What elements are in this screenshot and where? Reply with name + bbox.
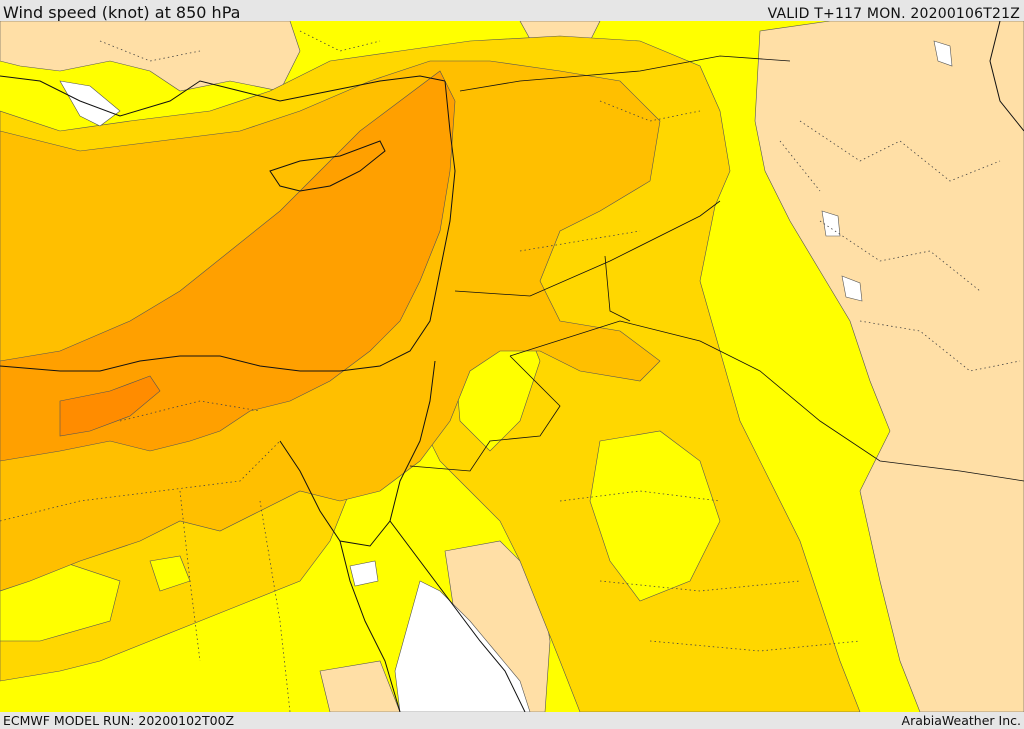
- field-low-east: [754, 21, 1024, 712]
- admin-borders-saudi: [519, 230, 861, 652]
- header-bar: Wind speed (knot) at 850 hPa VALID T+117…: [0, 0, 1024, 22]
- field-lowest-ne: [933, 40, 953, 67]
- coastline-turkey: [0, 75, 446, 117]
- field-moderate-patch1: [589, 430, 721, 602]
- coastline-cyprus: [269, 140, 386, 192]
- border-saudi-iraq: [509, 320, 1024, 482]
- field-lowest-aegean: [59, 80, 121, 127]
- admin-borders-egypt: [0, 400, 291, 712]
- coastline-redsea-east: [389, 520, 526, 712]
- valid-time: VALID T+117 MON. 20200106T21Z: [767, 6, 1020, 22]
- admin-borders-turkey: [99, 30, 701, 122]
- border-jordan-iraq: [454, 200, 721, 297]
- coastline-suez: [279, 360, 436, 547]
- coastline-redsea-west: [339, 540, 401, 712]
- field-extreme: [59, 375, 161, 437]
- field-lowest-sinai: [349, 560, 379, 587]
- model-run-label: ECMWF MODEL RUN: 20200102T00Z: [3, 713, 235, 728]
- coastline-gulf: [989, 21, 1024, 132]
- field-lowest-lake1: [821, 210, 841, 237]
- border-syria-jordan: [604, 255, 631, 322]
- field-very-strong: [0, 70, 456, 462]
- map-canvas: [0, 21, 1024, 712]
- border-turkey-syria: [459, 55, 791, 92]
- field-low-southwest: [319, 660, 401, 712]
- field-lowest-lake2: [841, 275, 863, 302]
- wind-speed-map[interactable]: [0, 21, 1024, 712]
- map-title: Wind speed (knot) at 850 hPa: [3, 3, 241, 22]
- credit-label: ArabiaWeather Inc.: [901, 713, 1021, 728]
- coastline-levant: [0, 80, 456, 372]
- footer-bar: [0, 712, 1024, 729]
- border-jordan-saudi: [409, 355, 561, 472]
- field-low-north: [0, 21, 301, 92]
